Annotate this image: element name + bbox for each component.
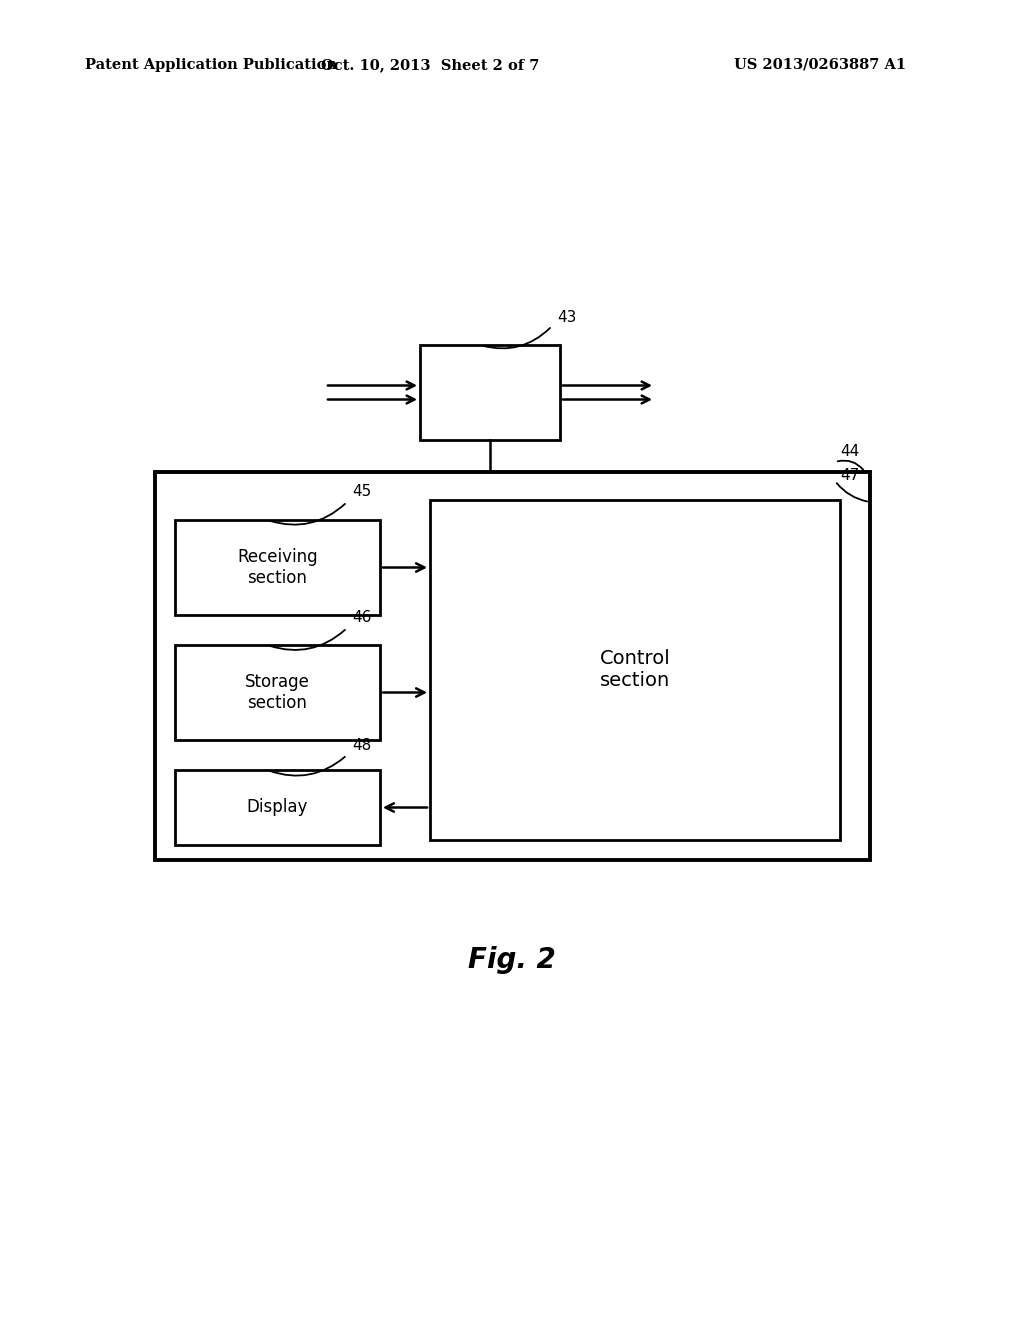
- Text: Receiving
section: Receiving section: [238, 548, 317, 587]
- Text: 46: 46: [352, 610, 372, 626]
- Text: US 2013/0263887 A1: US 2013/0263887 A1: [734, 58, 906, 73]
- Text: Patent Application Publication: Patent Application Publication: [85, 58, 337, 73]
- Bar: [175, 770, 380, 845]
- Bar: [175, 520, 380, 615]
- Text: 47: 47: [840, 469, 859, 483]
- Text: Control
section: Control section: [600, 649, 671, 690]
- Bar: [175, 645, 380, 741]
- Text: Display: Display: [247, 799, 308, 817]
- Text: 44: 44: [840, 445, 859, 459]
- Text: 45: 45: [352, 484, 372, 499]
- Bar: [420, 345, 560, 440]
- Text: Fig. 2: Fig. 2: [468, 946, 556, 974]
- Text: Storage
section: Storage section: [245, 673, 310, 711]
- Bar: [430, 500, 840, 840]
- Text: 48: 48: [352, 738, 372, 752]
- Bar: [155, 473, 870, 861]
- Text: Oct. 10, 2013  Sheet 2 of 7: Oct. 10, 2013 Sheet 2 of 7: [321, 58, 540, 73]
- Text: 43: 43: [557, 310, 577, 326]
